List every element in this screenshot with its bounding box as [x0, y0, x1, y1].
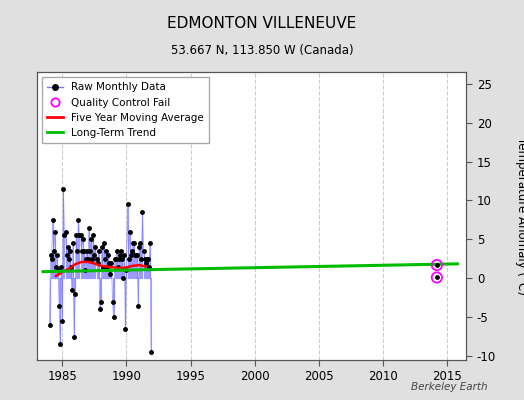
Point: [433, 274, 441, 281]
Text: Berkeley Earth: Berkeley Earth: [411, 382, 487, 392]
Point: [433, 262, 441, 268]
Text: EDMONTON VILLENEUVE: EDMONTON VILLENEUVE: [167, 16, 357, 31]
Text: 53.667 N, 113.850 W (Canada): 53.667 N, 113.850 W (Canada): [171, 44, 353, 57]
Y-axis label: Temperature Anomaly (°C): Temperature Anomaly (°C): [516, 137, 524, 295]
Legend: Raw Monthly Data, Quality Control Fail, Five Year Moving Average, Long-Term Tren: Raw Monthly Data, Quality Control Fail, …: [42, 77, 209, 143]
Point: [433, 274, 441, 281]
Point: [433, 262, 441, 268]
